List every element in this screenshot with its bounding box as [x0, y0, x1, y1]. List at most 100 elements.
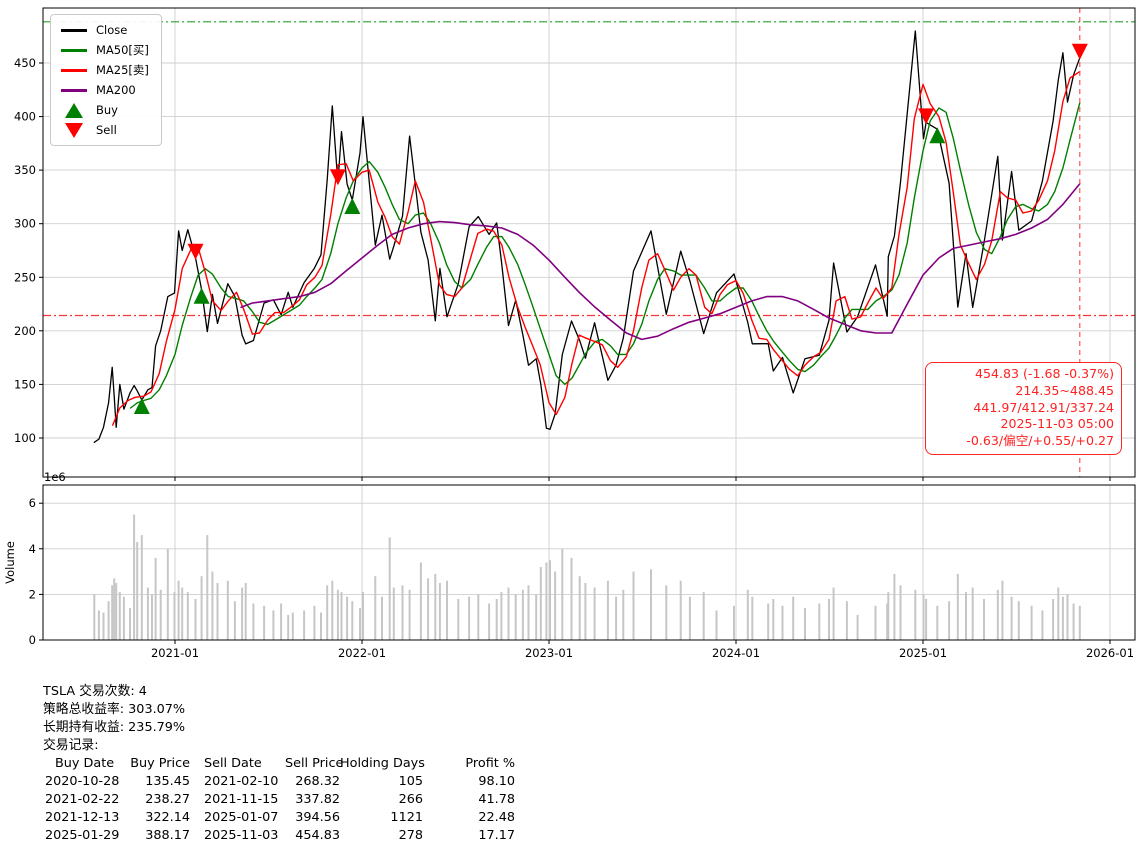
sell-marker: [918, 108, 935, 125]
buy-marker: [133, 398, 150, 414]
ma25-line-swatch: [61, 68, 87, 72]
ma200-line: [240, 183, 1081, 341]
trade-table-row: 2020-10-28 135.45 2021-02-10 268.32 105 98.10: [43, 773, 515, 791]
summary-trades-title: 交易记录:: [43, 738, 99, 753]
buy-marker: [929, 127, 946, 144]
price-volume-chart: 100 150 200 250 300 350 400 450 0 2 4 6 2021-01 2022-…: [3, 7, 1136, 660]
trade-cell: 22.48: [478, 810, 515, 825]
axis-ticks: [39, 62, 1111, 644]
trade-cell: 135.45: [145, 774, 190, 789]
trade-cell: 337.82: [295, 792, 340, 807]
volume-bars: [93, 514, 1081, 640]
x-tick-label: 2025-01: [899, 646, 947, 660]
annotation-signal: -0.63/偏空/+0.55/+0.27: [966, 433, 1114, 449]
close-line: [93, 30, 1081, 443]
trade-cell: 105: [398, 774, 423, 789]
volume-tick-label: 0: [29, 633, 36, 647]
legend-item-buy: Buy: [61, 102, 149, 118]
summary-strategy-return: 策略总收益率: 303.07%: [43, 702, 186, 717]
x-tick-label: 2024-01: [712, 646, 760, 660]
legend-label: Close: [96, 23, 128, 37]
trade-cell: 1121: [390, 810, 423, 825]
trade-table-header: Buy Date Buy Price Sell Date Sell Price Hold…: [43, 755, 515, 773]
close-line-swatch: [61, 28, 87, 32]
trade-cell: 98.10: [478, 774, 515, 789]
trade-col-header: Holding Days: [340, 756, 425, 771]
legend-item-ma50: MA50[买]: [61, 43, 149, 57]
ma200-line-swatch: [61, 88, 87, 92]
price-tick-label: 250: [14, 270, 36, 284]
legend-label: MA200: [96, 83, 136, 97]
trade-cell: 268.32: [295, 774, 340, 789]
buy-marker: [193, 287, 210, 304]
price-tick-label: 450: [14, 56, 36, 70]
trade-table-row: 2025-01-29 388.17 2025-11-03 454.83 278 17.17: [43, 827, 515, 845]
trade-table-row: 2021-02-22 238.27 2021-11-15 337.82 266 41.78: [43, 791, 515, 809]
trade-markers: [133, 43, 1088, 414]
annotation-mas: 441.97/412.91/337.24: [973, 399, 1114, 415]
trade-cell: 388.17: [145, 828, 190, 843]
trade-cell: 454.83: [295, 828, 340, 843]
chart-legend: Close MA50[买] MA25[卖] MA200 Buy Sell: [50, 14, 162, 146]
trade-cell: 238.27: [145, 792, 190, 807]
summary-hold-return: 长期持有收益: 235.79%: [43, 720, 186, 735]
legend-item-sell: Sell: [61, 122, 149, 138]
volume-scale-label: 1e6: [44, 470, 66, 484]
axis-labels: 100 150 200 250 300 350 400 450 0 2 4 6 2021-01 2022-…: [14, 56, 1134, 660]
legend-label: MA50[买]: [96, 43, 149, 57]
trade-col-header: Sell Price: [285, 756, 344, 771]
volume-tick-label: 2: [29, 587, 36, 601]
sell-marker: [1071, 43, 1088, 60]
volume-axis-title: Volume: [3, 541, 17, 584]
ma50-line: [129, 101, 1081, 409]
x-tick-label: 2021-01: [151, 646, 199, 660]
legend-label: Sell: [96, 123, 117, 137]
trade-cell: 2020-10-28: [45, 774, 120, 789]
legend-item-ma200: MA200: [61, 83, 149, 97]
price-tick-label: 400: [14, 110, 36, 124]
price-tick-label: 300: [14, 217, 36, 231]
trade-table-row: 2021-12-13 322.14 2025-01-07 394.56 1121 22.4…: [43, 809, 515, 827]
trade-cell: 322.14: [145, 810, 190, 825]
trade-cell: 2021-02-22: [45, 792, 120, 807]
annotation-price-change: 454.83 (-1.68 -0.37%): [974, 366, 1114, 381]
annotation-datetime: 2025-11-03 05:00: [1000, 416, 1115, 432]
x-tick-label: 2026-01: [1086, 646, 1134, 660]
trade-cell: 2025-01-29: [45, 828, 120, 843]
buy-marker: [344, 198, 361, 214]
legend-label: Buy: [96, 103, 118, 117]
trade-cell: 2021-02-10: [204, 774, 279, 789]
trade-col-header: Profit %: [465, 756, 515, 771]
annotation-range: 214.35~488.45: [1015, 382, 1114, 398]
trade-cell: 2021-11-15: [204, 792, 279, 807]
price-tick-label: 150: [14, 377, 36, 391]
trade-col-header: Buy Date: [55, 756, 115, 771]
ma50-line-swatch: [61, 48, 87, 52]
summary-trade-count: TSLA 交易次数: 4: [43, 684, 147, 699]
trade-table: Buy Date Buy Price Sell Date Sell Price Hold…: [43, 755, 515, 845]
last-price-annotation: 454.83 (-1.68 -0.37%) 214.35~488.45 441.…: [925, 362, 1122, 455]
sell-marker-icon: [61, 122, 87, 138]
price-tick-label: 200: [14, 324, 36, 338]
ma25-line: [111, 70, 1081, 426]
price-tick-label: 350: [14, 163, 36, 177]
volume-tick-label: 6: [29, 496, 36, 510]
trade-col-header: Buy Price: [130, 756, 190, 771]
trade-col-header: Sell Date: [204, 756, 262, 771]
x-tick-label: 2022-01: [338, 646, 386, 660]
price-panel-frame: [42, 7, 1136, 478]
trade-cell: 266: [398, 792, 423, 807]
trade-cell: 2025-01-07: [204, 810, 279, 825]
sell-marker: [187, 243, 204, 260]
sell-marker: [329, 169, 346, 186]
price-tick-label: 100: [14, 431, 36, 445]
trade-cell: 2021-12-13: [45, 810, 120, 825]
trade-cell: 17.17: [478, 828, 515, 843]
x-tick-label: 2023-01: [525, 646, 573, 660]
trade-cell: 2025-11-03: [204, 828, 279, 843]
strategy-summary: TSLA 交易次数: 4 策略总收益率: 303.07% 长期持有收益: 235…: [43, 683, 515, 845]
volume-panel-frame: [42, 484, 1136, 641]
trade-cell: 278: [398, 828, 423, 843]
trade-cell: 41.78: [478, 792, 515, 807]
